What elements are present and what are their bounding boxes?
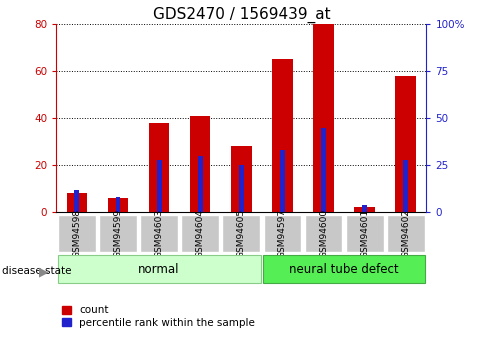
Text: GSM94605: GSM94605 xyxy=(237,209,246,258)
Text: GSM94602: GSM94602 xyxy=(401,209,410,258)
Bar xyxy=(74,190,79,212)
FancyBboxPatch shape xyxy=(346,215,384,253)
Text: normal: normal xyxy=(138,263,180,276)
Bar xyxy=(157,159,162,212)
FancyBboxPatch shape xyxy=(99,215,137,253)
FancyBboxPatch shape xyxy=(387,215,425,253)
Bar xyxy=(403,159,408,212)
Bar xyxy=(108,198,128,212)
Bar xyxy=(149,123,170,212)
Text: GSM94597: GSM94597 xyxy=(278,209,287,258)
Text: ▶: ▶ xyxy=(39,265,49,278)
Bar xyxy=(362,205,367,212)
Text: GSM94604: GSM94604 xyxy=(196,209,205,258)
FancyBboxPatch shape xyxy=(58,215,96,253)
Bar xyxy=(272,59,293,212)
FancyBboxPatch shape xyxy=(140,215,178,253)
Bar xyxy=(395,76,416,212)
Legend: count, percentile rank within the sample: count, percentile rank within the sample xyxy=(62,305,255,328)
Bar xyxy=(198,156,203,212)
FancyBboxPatch shape xyxy=(263,255,425,283)
FancyBboxPatch shape xyxy=(264,215,301,253)
Bar xyxy=(231,146,251,212)
Bar xyxy=(239,165,244,212)
Bar xyxy=(280,150,285,212)
Bar xyxy=(321,128,326,212)
Text: GSM94603: GSM94603 xyxy=(155,209,164,258)
Text: GSM94599: GSM94599 xyxy=(114,209,122,258)
FancyBboxPatch shape xyxy=(222,215,260,253)
Bar xyxy=(190,116,211,212)
Text: GSM94600: GSM94600 xyxy=(319,209,328,258)
Bar xyxy=(313,24,334,212)
Bar xyxy=(354,207,375,212)
Text: GSM94601: GSM94601 xyxy=(360,209,369,258)
FancyBboxPatch shape xyxy=(58,255,261,283)
Bar xyxy=(116,197,121,212)
Bar xyxy=(67,193,87,212)
Title: GDS2470 / 1569439_at: GDS2470 / 1569439_at xyxy=(152,7,330,23)
FancyBboxPatch shape xyxy=(305,215,343,253)
Text: neural tube defect: neural tube defect xyxy=(289,263,399,276)
Text: disease state: disease state xyxy=(2,266,72,276)
FancyBboxPatch shape xyxy=(181,215,219,253)
Text: GSM94598: GSM94598 xyxy=(73,209,81,258)
